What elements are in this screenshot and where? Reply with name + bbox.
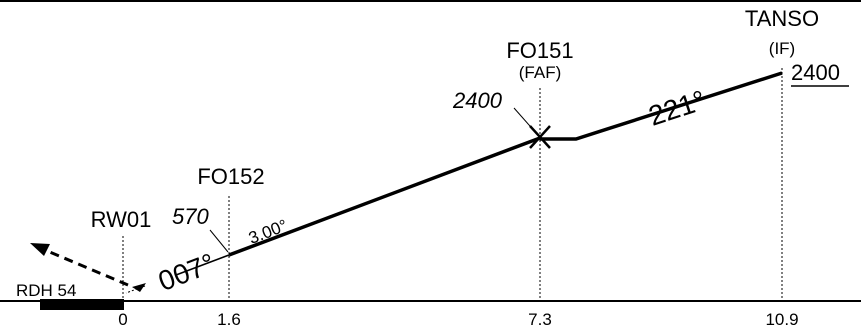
fo152-altitude-leader: [209, 229, 229, 253]
fo152-name: FO152: [197, 164, 264, 189]
glide-path-label: 3.00°: [246, 216, 290, 248]
tanso-name: TANSO: [745, 6, 819, 31]
distance-label: 0: [118, 310, 127, 329]
fo151-name: FO151: [506, 38, 573, 63]
distance-label: 1.6: [217, 310, 241, 329]
missed-approach-line: [44, 248, 129, 287]
distance-label: 10.9: [765, 310, 798, 329]
fo152-altitude: 570: [172, 204, 209, 229]
tanso-role: (IF): [769, 39, 795, 58]
final-segment-thin-line: [175, 254, 230, 276]
rw01-name: RW01: [91, 207, 152, 232]
intermediate-segment-line: [540, 71, 783, 141]
descent-arrowhead: [132, 283, 146, 292]
runway-bar: [40, 299, 124, 310]
final-segment-line: [228, 136, 541, 257]
fo151-altitude-leader: [513, 107, 538, 135]
missed-approach-arrowhead: [30, 243, 50, 256]
rdh-label: RDH 54: [16, 281, 76, 300]
tanso-altitude: 2400: [791, 60, 840, 85]
final-to-threshold-line: [125, 285, 146, 294]
distance-label: 7.3: [528, 310, 552, 329]
final-course-label: 007°: [154, 247, 219, 297]
fo151-altitude: 2400: [452, 88, 503, 113]
intermediate-course-label: 221°: [645, 84, 710, 131]
fo151-role: (FAF): [519, 63, 562, 82]
